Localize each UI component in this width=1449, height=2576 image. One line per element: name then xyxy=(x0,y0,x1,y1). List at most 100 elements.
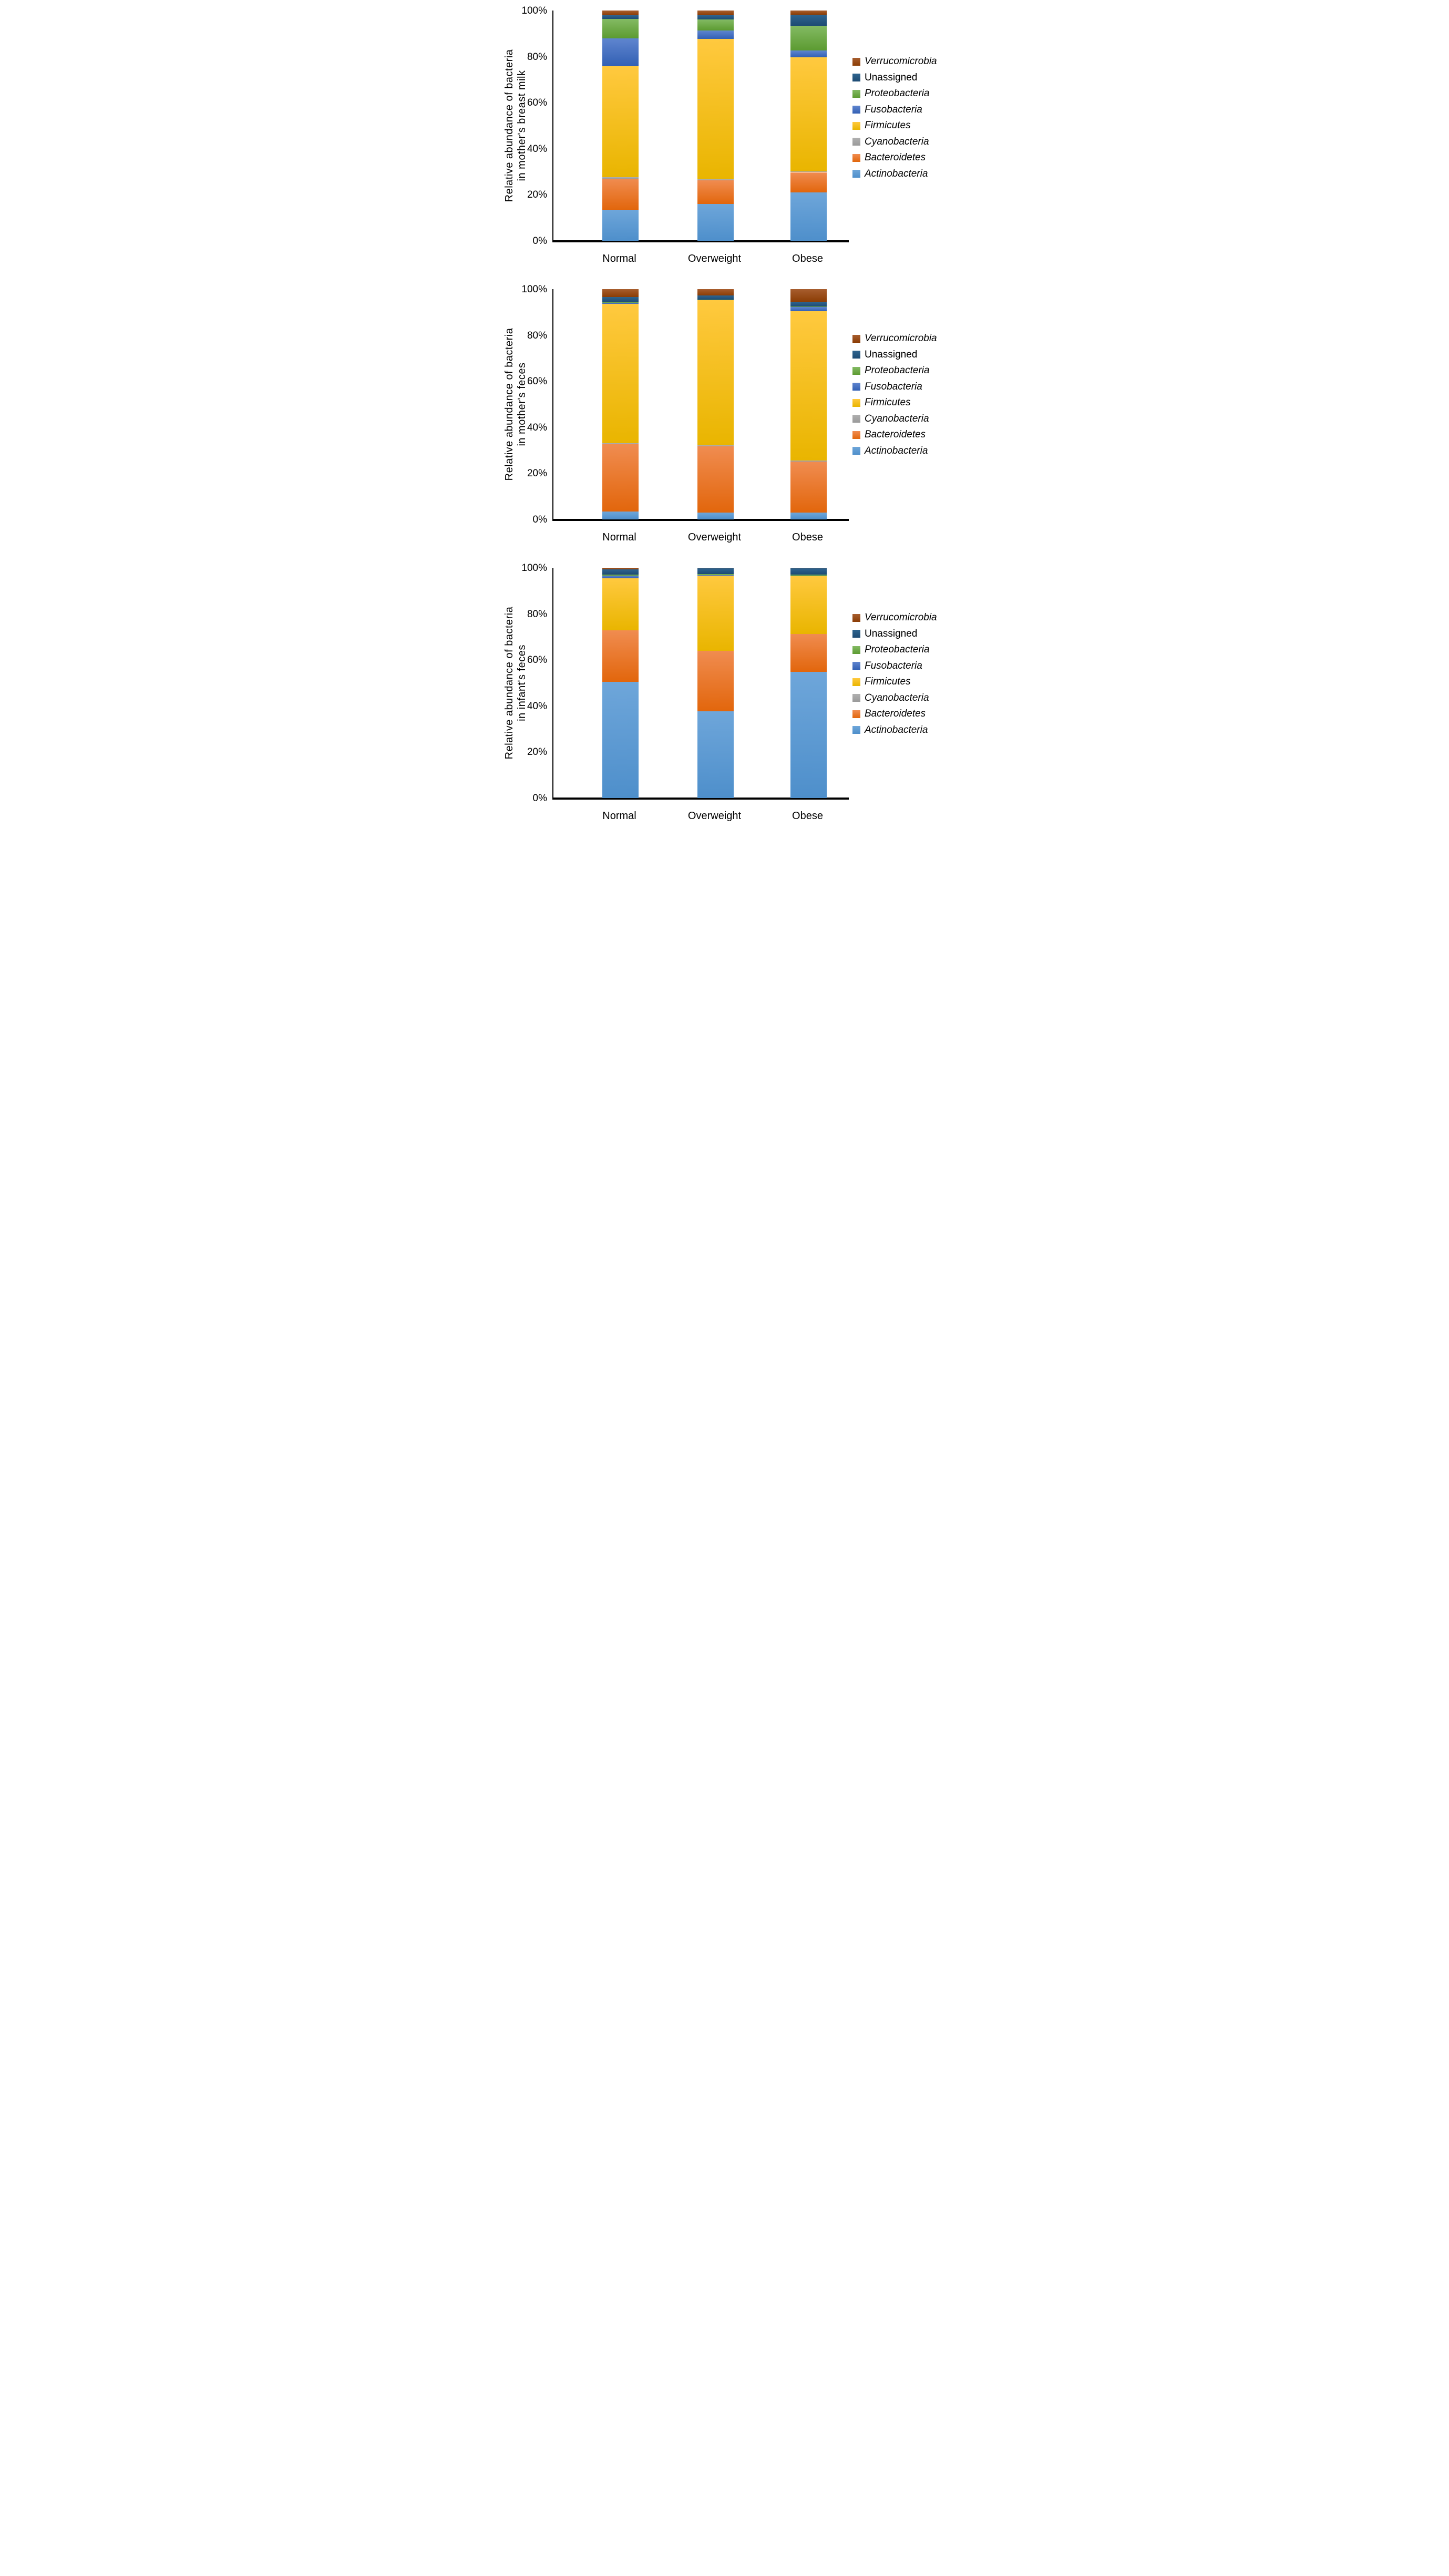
bar-normal xyxy=(602,11,639,241)
segment-bacteroidetes xyxy=(697,180,734,204)
segment-actinobacteria xyxy=(697,512,734,519)
legend-item-verrucomicrobia: Verrucomicrobia xyxy=(852,612,937,623)
segment-bacteroidetes xyxy=(602,178,639,210)
segment-proteobacteria xyxy=(697,574,734,575)
segment-verrucomicrobia xyxy=(602,289,639,297)
plot-area xyxy=(552,289,849,521)
segment-bacteroidetes xyxy=(697,446,734,513)
segment-proteobacteria xyxy=(602,302,639,303)
y-tick-label: 40% xyxy=(527,422,547,433)
legend-swatch-verrucomicrobia xyxy=(852,614,860,622)
y-tick-label: 20% xyxy=(527,468,547,479)
segment-firmicutes xyxy=(790,311,827,461)
segment-actinobacteria xyxy=(697,711,734,798)
legend-item-fusobacteria: Fusobacteria xyxy=(852,381,922,393)
bar-obese xyxy=(790,289,827,519)
segment-proteobacteria xyxy=(602,18,639,39)
bar-normal xyxy=(602,568,639,798)
chart-in-mothers-breast-milk: Relative abundance of bacteria in mother'… xyxy=(492,0,957,275)
y-axis-title: Relative abundance of bacteria in mother'… xyxy=(503,49,528,202)
legend-label: Verrucomicrobia xyxy=(865,56,937,67)
segment-proteobacteria xyxy=(790,574,827,576)
bar-obese xyxy=(790,11,827,241)
legend-item-cyanobacteria: Cyanobacteria xyxy=(852,692,929,704)
legend-swatch-proteobacteria xyxy=(852,646,860,654)
legend-swatch-unassigned xyxy=(852,630,860,638)
segment-bacteroidetes xyxy=(790,172,827,193)
legend-label: Fusobacteria xyxy=(865,660,922,671)
segment-unassigned xyxy=(697,15,734,19)
legend-item-unassigned: Unassigned xyxy=(852,349,917,361)
legend-label: Verrucomicrobia xyxy=(865,612,937,623)
legend-swatch-bacteroidetes xyxy=(852,154,860,162)
y-tick-label: 0% xyxy=(532,236,547,247)
segment-unassigned xyxy=(790,301,827,307)
legend-label: Cyanobacteria xyxy=(865,692,929,703)
segment-firmicutes xyxy=(602,578,639,630)
y-axis-title-line: in infant's feces xyxy=(516,645,528,721)
segment-actinobacteria xyxy=(602,209,639,241)
x-category-label: Normal xyxy=(602,810,636,822)
y-tick-label: 100% xyxy=(521,284,547,295)
x-category-label: Normal xyxy=(602,253,636,264)
x-axis-line xyxy=(552,519,849,521)
segment-unassigned xyxy=(790,14,827,26)
legend-swatch-actinobacteria xyxy=(852,170,860,178)
bar-obese xyxy=(790,568,827,798)
legend-swatch-firmicutes xyxy=(852,678,860,686)
segment-unassigned xyxy=(790,568,827,575)
legend-label: Actinobacteria xyxy=(865,724,928,735)
y-tick-label: 100% xyxy=(521,563,547,574)
legend-item-firmicutes: Firmicutes xyxy=(852,676,911,688)
segment-proteobacteria xyxy=(602,575,639,576)
segment-fusobacteria xyxy=(790,50,827,57)
y-axis-title-line: in mother's breast milk xyxy=(516,70,528,181)
legend-label: Proteobacteria xyxy=(865,88,930,99)
legend-item-proteobacteria: Proteobacteria xyxy=(852,644,930,656)
segment-cyanobacteria xyxy=(602,443,639,444)
x-category-label: Overweight xyxy=(687,253,742,264)
legend-label: Bacteroidetes xyxy=(865,429,926,440)
segment-verrucomicrobia xyxy=(697,11,734,16)
segment-actinobacteria xyxy=(602,681,639,798)
legend-swatch-unassigned xyxy=(852,74,860,81)
y-tick-label: 60% xyxy=(527,97,547,109)
segment-unassigned xyxy=(602,15,639,19)
legend-label: Firmicutes xyxy=(865,676,911,687)
segment-fusobacteria xyxy=(602,576,639,579)
bar-overweight xyxy=(697,289,734,519)
legend-item-fusobacteria: Fusobacteria xyxy=(852,660,922,672)
legend-item-actinobacteria: Actinobacteria xyxy=(852,724,928,736)
segment-cyanobacteria xyxy=(790,461,827,462)
legend-swatch-actinobacteria xyxy=(852,726,860,734)
y-axis-title: Relative abundance of bacteria in mother'… xyxy=(503,328,528,481)
y-tick-label: 40% xyxy=(527,700,547,712)
y-axis-title-line: in mother's feces xyxy=(516,362,528,446)
segment-unassigned xyxy=(602,569,639,575)
segment-cyanobacteria xyxy=(697,445,734,447)
segment-proteobacteria xyxy=(790,306,827,308)
legend-item-bacteroidetes: Bacteroidetes xyxy=(852,429,926,441)
legend-item-verrucomicrobia: Verrucomicrobia xyxy=(852,333,937,344)
segment-fusobacteria xyxy=(790,307,827,312)
legend-swatch-unassigned xyxy=(852,351,860,359)
segment-actinobacteria xyxy=(790,671,827,798)
y-axis-title-line: Relative abundance of bacteria xyxy=(503,328,515,481)
legend-label: Bacteroidetes xyxy=(865,708,926,719)
y-tick-label: 80% xyxy=(527,608,547,620)
segment-firmicutes xyxy=(602,304,639,443)
segment-verrucomicrobia xyxy=(602,11,639,15)
legend-swatch-fusobacteria xyxy=(852,383,860,391)
legend-label: Unassigned xyxy=(865,349,918,360)
legend-item-bacteroidetes: Bacteroidetes xyxy=(852,708,926,720)
x-category-label: Obese xyxy=(792,810,823,822)
y-tick-label: 80% xyxy=(527,51,547,63)
legend-item-bacteroidetes: Bacteroidetes xyxy=(852,152,926,163)
segment-bacteroidetes xyxy=(697,650,734,712)
y-tick-label: 20% xyxy=(527,747,547,758)
legend-item-firmicutes: Firmicutes xyxy=(852,120,911,131)
segment-firmicutes xyxy=(697,575,734,651)
legend-swatch-cyanobacteria xyxy=(852,415,860,423)
y-tick-label: 100% xyxy=(521,5,547,16)
legend-swatch-proteobacteria xyxy=(852,89,860,98)
